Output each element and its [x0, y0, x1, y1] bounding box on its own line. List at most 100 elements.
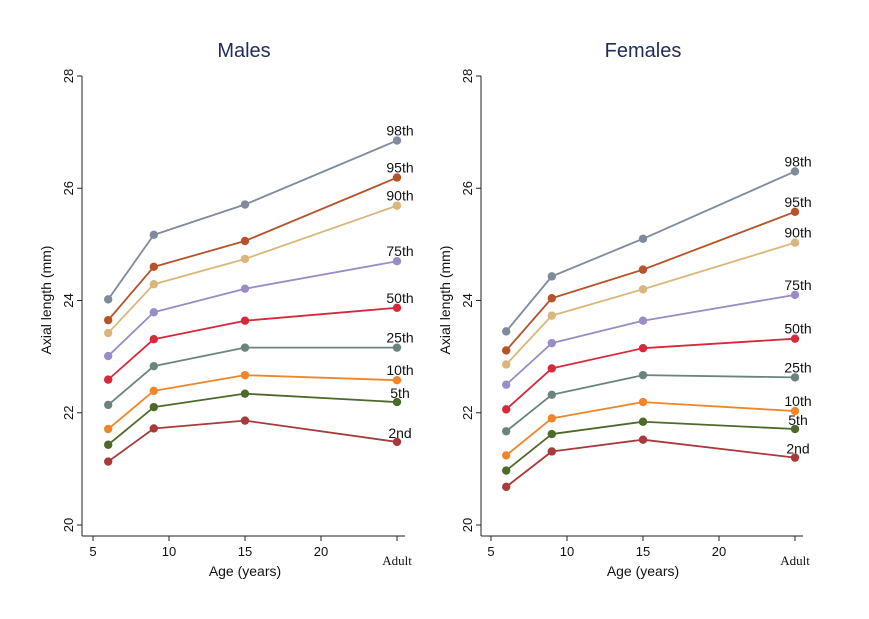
data-point: [104, 351, 113, 361]
data-point: [502, 451, 511, 460]
series-line: [505, 170, 796, 332]
data-point: [149, 402, 158, 412]
percentile-label: 10th: [784, 393, 811, 409]
data-point: [790, 207, 800, 217]
data-point: [240, 236, 250, 246]
data-point: [104, 457, 113, 466]
series-line: [505, 210, 796, 352]
data-point: [502, 346, 511, 355]
data-point: [149, 361, 158, 371]
data-point: [240, 416, 250, 425]
data-point: [104, 315, 113, 325]
y-tick-label: 20: [460, 518, 475, 532]
percentile-label: 90th: [386, 188, 413, 204]
x-tick-label: 5: [89, 544, 96, 559]
data-point: [502, 380, 511, 389]
percentile-label: 95th: [386, 160, 413, 176]
data-point: [149, 280, 158, 289]
data-point: [392, 343, 402, 352]
data-point: [392, 257, 402, 266]
y-tick-label: 22: [460, 406, 475, 420]
data-point: [547, 429, 556, 439]
percentile-label: 50th: [386, 290, 413, 306]
data-point: [638, 417, 648, 426]
data-point: [392, 201, 402, 210]
data-point: [547, 294, 556, 303]
data-point: [638, 397, 648, 407]
x-tick-label: Adult: [382, 553, 412, 568]
series-line: [107, 346, 397, 406]
y-tick-label: 28: [460, 69, 475, 83]
data-point: [104, 440, 113, 449]
y-tick-label: 20: [61, 518, 76, 532]
x-tick-label: Adult: [780, 553, 810, 568]
x-tick-label: 15: [238, 544, 252, 559]
x-tick-label: 5: [487, 544, 494, 559]
data-point: [790, 334, 800, 343]
percentile-label: 2nd: [786, 441, 809, 457]
data-point: [149, 335, 158, 344]
data-point: [790, 406, 800, 416]
x-tick-label: 20: [712, 544, 726, 559]
percentile-label: 2nd: [388, 425, 411, 441]
data-point: [790, 167, 800, 176]
data-point: [547, 390, 556, 399]
data-point: [240, 284, 250, 293]
data-point: [502, 405, 511, 414]
series-line: [107, 374, 398, 430]
series-group: 98th 95th 90th 75th 50th 25th 10th 5th 2nd: [502, 153, 812, 492]
percentile-label: 10th: [386, 362, 413, 378]
data-point: [790, 424, 800, 434]
series-line: [107, 204, 398, 334]
percentile-label: 25th: [784, 359, 811, 375]
data-point: [790, 290, 800, 300]
percentile-label: 5th: [788, 412, 807, 428]
data-point: [638, 435, 648, 444]
series-line: [107, 139, 398, 300]
series-line: [505, 420, 796, 472]
data-point: [547, 338, 556, 348]
panel-title: Females: [605, 40, 682, 62]
series-line: [107, 392, 398, 446]
data-point: [638, 285, 648, 294]
data-point: [790, 373, 800, 382]
data-point: [502, 482, 511, 492]
x-tick-label: 10: [560, 544, 574, 559]
data-point: [547, 414, 556, 423]
data-point: [638, 316, 648, 325]
x-axis-label: Age (years): [607, 563, 679, 579]
percentile-label: 75th: [386, 243, 413, 259]
data-point: [392, 136, 402, 145]
data-point: [104, 328, 113, 338]
data-point: [240, 370, 250, 380]
data-point: [547, 311, 556, 320]
x-tick-label: 20: [314, 544, 328, 559]
y-tick-label: 24: [460, 293, 475, 307]
y-tick-label: 24: [61, 293, 76, 307]
data-point: [149, 386, 158, 396]
data-point: [502, 360, 511, 369]
axis-ticks: 20 22 24 26 28 5 10 15 20 Adult: [460, 69, 810, 568]
data-point: [392, 397, 402, 407]
x-tick-label: 10: [162, 544, 176, 559]
series-line: [107, 260, 398, 357]
data-point: [638, 234, 648, 243]
percentile-label: 5th: [390, 385, 409, 401]
percentile-label: 75th: [784, 277, 811, 293]
series-line: [505, 337, 796, 411]
y-axis-label: Axial length (mm): [437, 246, 453, 355]
data-point: [392, 437, 402, 447]
series-line: [505, 294, 796, 386]
data-point: [240, 343, 250, 352]
percentile-label: 50th: [784, 321, 811, 337]
data-point: [790, 238, 800, 247]
data-point: [638, 370, 648, 380]
data-point: [104, 295, 113, 304]
data-point: [547, 447, 556, 456]
percentile-label: 95th: [784, 194, 811, 210]
data-point: [240, 254, 250, 264]
series-group: 98th 95th 90th 75th 50th 25th 10th 5th 2nd: [104, 123, 414, 466]
percentile-label: 90th: [784, 225, 811, 241]
